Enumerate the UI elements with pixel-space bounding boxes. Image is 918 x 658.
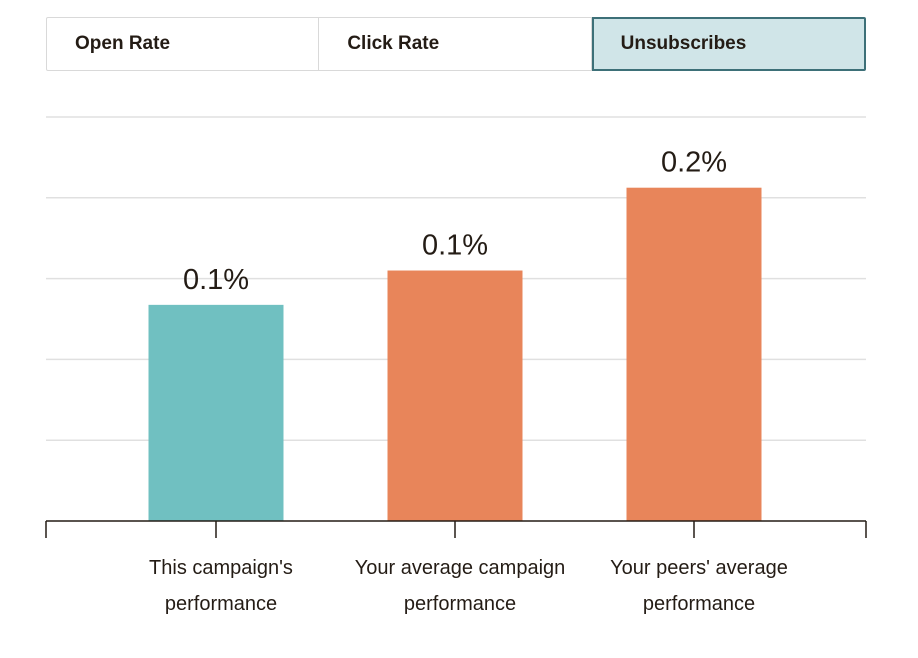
- tab-unsubscribes[interactable]: Unsubscribes: [591, 17, 866, 71]
- tick-label: Your peers' average: [610, 557, 788, 579]
- bar: [387, 270, 523, 521]
- tick-label: Your average campaign: [355, 557, 566, 579]
- data-label: 0.2%: [661, 147, 727, 179]
- tab-open-rate[interactable]: Open Rate: [46, 17, 320, 71]
- bar: [148, 304, 284, 521]
- tab-click-rate[interactable]: Click Rate: [319, 17, 592, 71]
- tick-label: performance: [165, 593, 277, 615]
- tick-label: performance: [643, 593, 755, 615]
- bar: [626, 187, 762, 521]
- data-label: 0.1%: [422, 230, 488, 262]
- metric-tabs: Open Rate Click Rate Unsubscribes: [46, 17, 866, 71]
- data-label: 0.1%: [183, 264, 249, 296]
- tick-label: This campaign's: [149, 557, 293, 579]
- tick-label: performance: [404, 593, 516, 615]
